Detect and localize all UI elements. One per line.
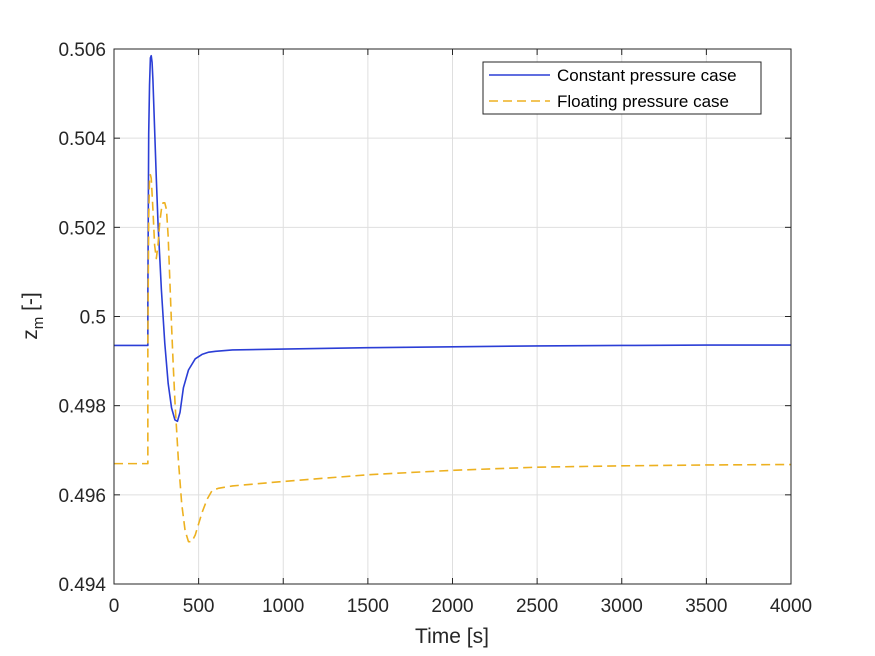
legend-label-floating: Floating pressure case <box>557 92 729 111</box>
svg-text:zm [-]: zm [-] <box>19 292 47 340</box>
x-tick-label: 1500 <box>347 596 389 617</box>
y-tick-label: 0.504 <box>58 129 106 150</box>
x-tick-label: 2500 <box>516 596 558 617</box>
x-tick-label: 1000 <box>262 596 304 617</box>
legend: Constant pressure case Floating pressure… <box>482 61 762 115</box>
y-tick-label: 0.498 <box>58 397 106 418</box>
legend-box <box>482 61 762 115</box>
y-axis-label-unit: [-] <box>19 292 42 311</box>
legend-label-constant: Constant pressure case <box>557 66 737 85</box>
y-axis-label-main: z <box>19 329 42 340</box>
y-tick-label: 0.494 <box>58 575 106 596</box>
tick-labels: 0 500 1000 1500 2000 2500 3000 3500 4000 0.494 0.4… <box>58 40 812 617</box>
ticks <box>113 48 792 585</box>
series-line-constant-pressure <box>114 54 791 423</box>
series-line-floating-pressure <box>114 173 792 543</box>
x-tick-label: 3500 <box>685 596 727 617</box>
x-tick-label: 500 <box>183 596 215 617</box>
x-tick-label: 4000 <box>770 596 812 617</box>
y-axis-label-sub: m <box>30 317 47 330</box>
x-tick-label: 3000 <box>601 596 643 617</box>
series-layer <box>114 54 792 543</box>
x-tick-label: 0 <box>109 596 120 617</box>
x-axis-label: Time [s] <box>415 625 489 648</box>
y-tick-label: 0.506 <box>58 40 106 61</box>
y-axis-label: zm [-] <box>19 292 47 340</box>
y-tick-label: 0.496 <box>58 486 106 507</box>
x-tick-label: 2000 <box>431 596 473 617</box>
y-tick-label: 0.502 <box>58 218 106 239</box>
y-tick-label: 0.5 <box>80 308 106 329</box>
